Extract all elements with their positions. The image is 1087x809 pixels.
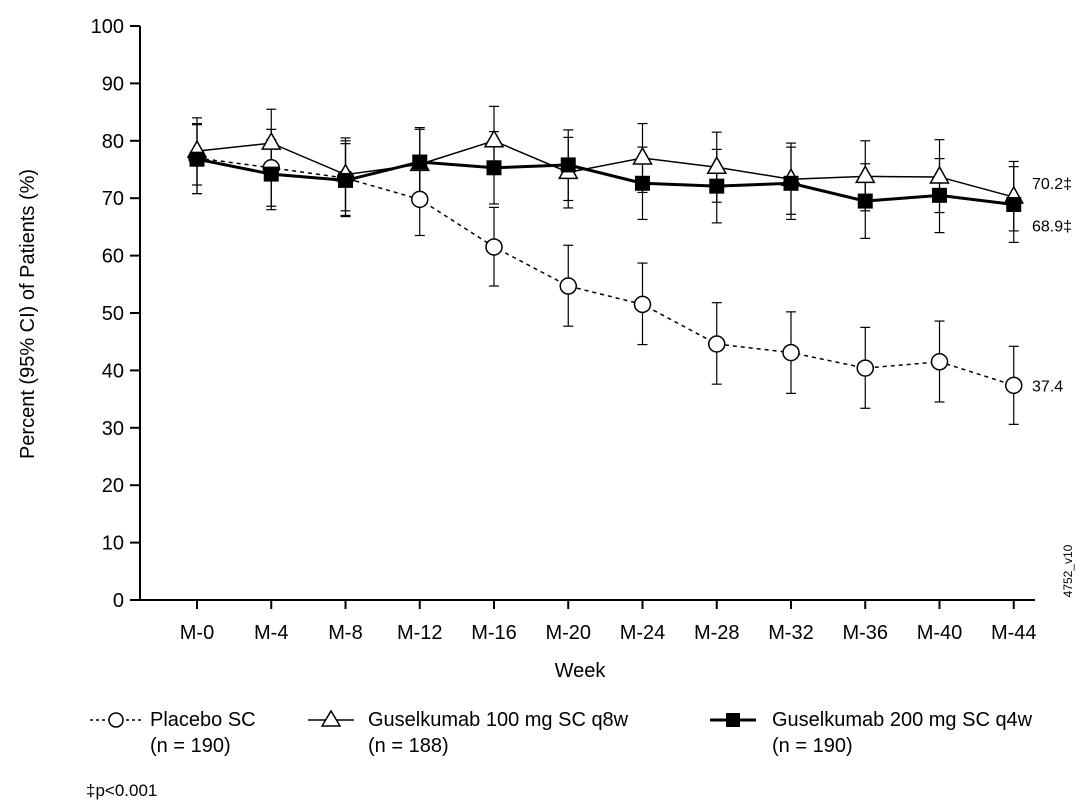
end-value-label: 68.9‡ [1032, 219, 1072, 236]
series-line [196, 157, 1014, 387]
series-line [196, 140, 1014, 198]
x-tick-label: M-32 [768, 622, 814, 644]
data-point-square [1006, 197, 1022, 213]
series-lines [196, 140, 1014, 387]
y-tick-label: 10 [102, 533, 124, 555]
data-labels: 37.4 70.2‡ 68.9‡ [1032, 176, 1072, 395]
data-point-circle [930, 353, 949, 371]
axes: 0 10 20 30 40 50 60 70 80 90 100 M-0 M-4 M-8 M-12 M-16 M… [91, 16, 1037, 644]
data-point-triangle [929, 165, 950, 184]
data-point-square [709, 178, 725, 194]
y-tick-label: 100 [91, 16, 124, 38]
data-point-triangle [483, 129, 505, 148]
legend-label-placebo: Placebo SC [150, 709, 256, 731]
end-value-label: 37.4 [1032, 378, 1063, 395]
data-point-triangle [854, 164, 876, 184]
end-value-label: 70.2‡ [1032, 176, 1072, 193]
y-tick-label: 20 [102, 475, 124, 497]
y-tick-label: 30 [102, 418, 124, 440]
error-bars [192, 105, 1019, 425]
data-point-square [857, 193, 873, 209]
x-tick-label: M-8 [328, 622, 362, 644]
data-point-circle [782, 343, 800, 362]
series-markers [186, 129, 1025, 395]
y-axis-label: Percent (95% CI) of Patients (%) [17, 169, 39, 459]
data-point-circle [633, 295, 652, 314]
y-tick-label: 70 [102, 188, 124, 210]
data-point-square [189, 151, 205, 167]
data-point-circle [856, 359, 874, 377]
y-tick-label: 50 [102, 303, 124, 325]
data-point-circle [559, 277, 577, 295]
data-point-circle [1005, 376, 1023, 395]
x-tick-label: M-16 [471, 622, 517, 644]
x-axis-label: Week [555, 660, 607, 682]
data-point-circle [485, 238, 503, 256]
y-tick-label: 90 [102, 73, 124, 95]
data-point-square [412, 154, 428, 170]
x-tick-label: M-36 [842, 622, 888, 644]
y-tick-label: 60 [102, 246, 124, 268]
figure-code-annotation: 4752_v10 [1061, 544, 1075, 597]
x-tick-label: M-28 [694, 622, 740, 644]
open-circle-dotted-line-icon [90, 712, 142, 728]
data-point-circle [411, 190, 429, 209]
y-tick-label: 80 [102, 131, 124, 153]
legend: Placebo SC (n = 190) Guselkumab 100 mg S… [0, 707, 1087, 767]
data-point-square [932, 187, 947, 203]
series-line [196, 157, 1014, 207]
x-tick-label: M-24 [620, 622, 666, 644]
filled-square-line-icon [710, 713, 756, 727]
x-tick-label: M-20 [545, 622, 591, 644]
legend-n-guselkumab-100: (n = 188) [368, 735, 449, 757]
legend-label-guselkumab-100: Guselkumab 100 mg SC q8w [368, 709, 629, 731]
open-triangle-line-icon [308, 709, 354, 727]
footnote: ‡p<0.001 [86, 781, 158, 800]
chart: 0 10 20 30 40 50 60 70 80 90 100 M-0 M-4 M-8 M-12 M-16 M… [17, 16, 1075, 682]
data-point-triangle [260, 131, 282, 150]
legend-n-placebo: (n = 190) [150, 735, 231, 757]
data-point-square [783, 175, 799, 191]
y-tick-label: 0 [113, 590, 124, 612]
x-tick-label: M-44 [991, 622, 1037, 644]
x-tick-label: M-40 [917, 622, 963, 644]
data-point-triangle [706, 155, 728, 174]
data-point-square [560, 157, 576, 173]
data-point-square [486, 160, 502, 176]
data-point-square [635, 175, 650, 191]
data-point-triangle [632, 146, 653, 165]
x-tick-label: M-4 [254, 622, 288, 644]
y-tick-label: 40 [102, 360, 124, 382]
data-point-circle [708, 335, 726, 353]
data-point-square [338, 172, 353, 188]
data-point-square [263, 166, 279, 182]
x-tick-label: M-0 [180, 622, 214, 644]
legend-label-guselkumab-200: Guselkumab 200 mg SC q4w [772, 709, 1033, 731]
legend-n-guselkumab-200: (n = 190) [772, 735, 853, 757]
x-tick-label: M-12 [397, 622, 443, 644]
